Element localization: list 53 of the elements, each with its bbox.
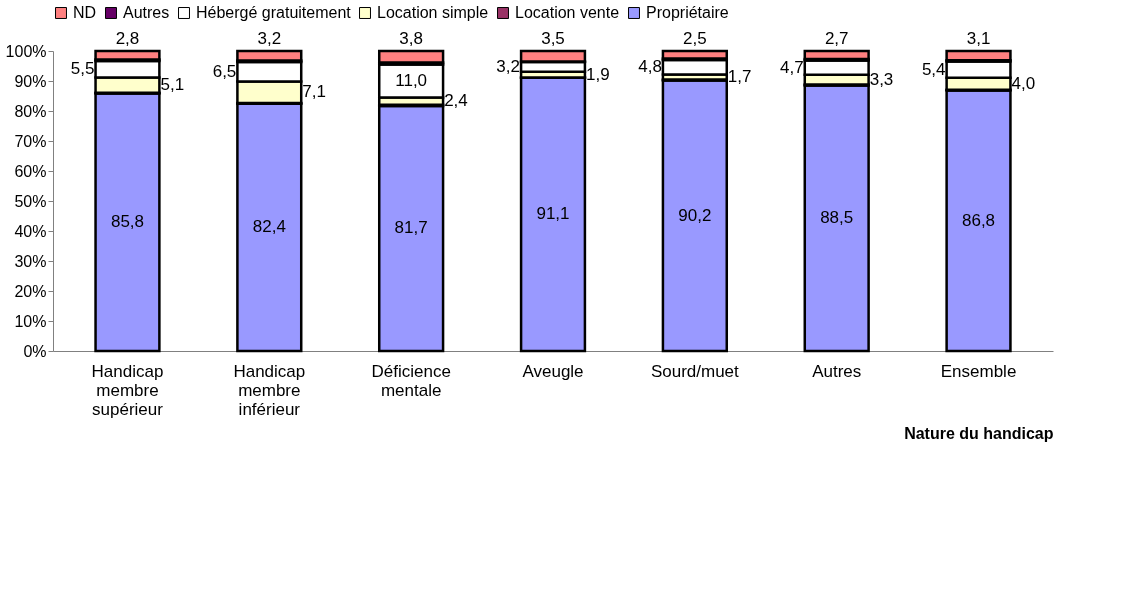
data-label: 3,2 bbox=[257, 29, 282, 48]
data-label: 5,1 bbox=[160, 75, 185, 95]
data-label: 7,1 bbox=[302, 82, 326, 102]
data-label: 1,7 bbox=[727, 66, 752, 86]
data-label: 86,8 bbox=[961, 210, 996, 230]
data-label: 91,1 bbox=[536, 204, 570, 224]
x-tick-label: Ensemble bbox=[940, 361, 1017, 381]
y-tick-label: 0% bbox=[23, 342, 47, 360]
x-tick-label: Handicap membre supérieur bbox=[91, 361, 164, 419]
data-label: 6,5 bbox=[212, 61, 237, 81]
y-tick-label: 40% bbox=[14, 222, 47, 240]
x-tick-label: Aveugle bbox=[522, 361, 584, 381]
legend-label: ND bbox=[73, 4, 97, 21]
data-label: 2,5 bbox=[683, 29, 707, 48]
data-label: 90,2 bbox=[678, 205, 712, 225]
legend-label: Propriétaire bbox=[646, 4, 729, 21]
legend-label: Location simple bbox=[377, 4, 489, 21]
data-label: 2,8 bbox=[115, 29, 140, 48]
data-label: 82,4 bbox=[252, 217, 286, 237]
x-axis-title: Nature du handicap bbox=[904, 424, 1054, 442]
data-label: 2,7 bbox=[824, 29, 849, 48]
y-tick-label: 60% bbox=[14, 162, 47, 180]
data-label: 88,5 bbox=[820, 208, 854, 228]
legend-label: Location vente bbox=[515, 4, 620, 21]
data-label: 3,2 bbox=[496, 56, 520, 76]
data-label: 3,8 bbox=[399, 29, 423, 48]
x-tick-label: Autres bbox=[812, 361, 862, 381]
y-tick-label: 20% bbox=[14, 282, 47, 300]
y-tick-label: 90% bbox=[14, 72, 47, 90]
data-label: 4,8 bbox=[638, 57, 662, 77]
data-label: 5,5 bbox=[70, 59, 95, 79]
data-label: 5,4 bbox=[921, 59, 946, 79]
data-label: 81,7 bbox=[394, 218, 428, 238]
y-tick-label: 50% bbox=[14, 192, 47, 210]
legend-label: Hébergé gratuitement bbox=[196, 4, 352, 21]
data-label: 85,8 bbox=[110, 212, 145, 232]
data-label: 11,0 bbox=[395, 71, 428, 90]
data-label: 3,1 bbox=[966, 29, 991, 48]
data-label: 3,5 bbox=[541, 29, 565, 48]
y-tick-label: 80% bbox=[14, 102, 47, 120]
y-tick-label: 70% bbox=[14, 132, 47, 150]
y-tick-label: 100% bbox=[5, 42, 47, 60]
x-tick-label: Déficience mentale bbox=[371, 361, 451, 400]
y-tick-label: 30% bbox=[14, 252, 47, 270]
x-tick-label: Sourd/muet bbox=[650, 361, 740, 381]
data-label: 3,3 bbox=[869, 69, 894, 89]
x-tick-label: Handicap membre inférieur bbox=[233, 361, 306, 419]
data-label: 4,0 bbox=[1011, 73, 1036, 93]
data-label: 4,7 bbox=[780, 57, 804, 77]
data-label: 2,4 bbox=[444, 91, 468, 111]
y-tick-label: 10% bbox=[14, 312, 47, 330]
data-label: 1,9 bbox=[586, 64, 610, 84]
legend-label: Autres bbox=[123, 4, 170, 21]
